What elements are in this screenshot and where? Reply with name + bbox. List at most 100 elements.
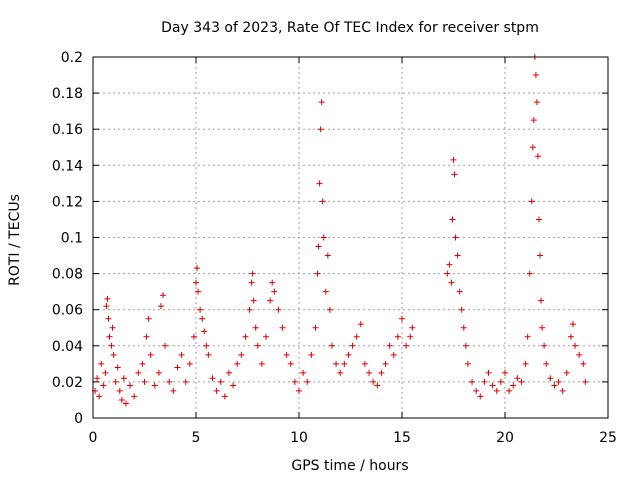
data-point <box>317 126 324 133</box>
x-tick-label: 15 <box>393 430 411 446</box>
data-point <box>502 369 508 376</box>
y-tick-labels: 0 0.02 0.04 0.06 0.08 0.1 0.12 0.14 0.16 0.18 0.2 <box>52 50 83 427</box>
data-point <box>462 342 469 349</box>
data-point <box>374 382 381 389</box>
data-point <box>534 153 541 160</box>
data-point <box>217 378 224 385</box>
x-tick-label: 25 <box>599 430 617 446</box>
data-point <box>139 360 146 367</box>
data-point <box>225 369 232 376</box>
data-point <box>444 270 451 277</box>
data-point <box>170 387 177 394</box>
data-point <box>312 324 319 331</box>
data-point <box>551 382 558 389</box>
plot-frame <box>92 56 609 419</box>
data-point <box>537 252 544 259</box>
x-tick-label: 5 <box>192 430 201 446</box>
data-point <box>320 234 327 241</box>
data-point <box>452 234 459 241</box>
data-point <box>190 333 197 340</box>
data-point <box>242 333 249 340</box>
data-point <box>524 333 531 340</box>
data-point <box>399 315 405 322</box>
data-point <box>308 351 315 358</box>
y-tick-label: 0.04 <box>52 339 83 355</box>
data-point <box>357 321 364 328</box>
data-point <box>193 279 199 286</box>
data-point <box>555 378 562 385</box>
data-point <box>108 342 115 349</box>
data-point <box>131 393 138 400</box>
y-tick-label: 0.18 <box>52 86 83 102</box>
data-point <box>135 369 142 376</box>
data-point <box>353 333 360 340</box>
x-tick-label: 0 <box>89 430 98 446</box>
y-tick-label: 0.02 <box>52 375 83 391</box>
data-point <box>539 324 546 331</box>
data-point <box>118 396 125 403</box>
data-point <box>403 342 410 349</box>
data-point <box>382 360 389 367</box>
data-point <box>582 378 589 385</box>
y-tick-label: 0.06 <box>52 303 83 319</box>
data-point <box>120 375 127 382</box>
data-point <box>316 180 323 187</box>
data-point <box>201 328 208 335</box>
data-point <box>529 144 536 151</box>
data-point <box>497 378 504 385</box>
data-point <box>345 351 352 358</box>
x-tick-label: 10 <box>290 430 308 446</box>
data-point <box>246 306 253 313</box>
data-point <box>493 387 500 394</box>
axis-ticks <box>92 56 609 419</box>
data-point <box>162 342 169 349</box>
data-point <box>166 378 173 385</box>
chart-grid <box>93 57 608 418</box>
data-point <box>532 72 539 79</box>
data-point <box>279 324 286 331</box>
data-point <box>197 306 204 313</box>
x-axis-label: GPS time / hours <box>291 458 408 474</box>
data-point <box>116 387 123 394</box>
data-point <box>258 360 265 367</box>
data-point <box>296 387 302 394</box>
data-point <box>238 351 245 358</box>
data-point <box>409 324 416 331</box>
data-point <box>221 393 228 400</box>
data-point <box>510 382 517 389</box>
data-point <box>572 342 579 349</box>
data-point <box>106 333 113 340</box>
data-point <box>319 198 326 205</box>
data-point <box>464 360 471 367</box>
data-point <box>328 342 335 349</box>
data-point <box>543 360 550 367</box>
data-point <box>147 351 154 358</box>
data-point <box>366 369 373 376</box>
data-point <box>526 270 533 277</box>
data-point <box>110 351 117 358</box>
data-point <box>209 375 216 382</box>
data-point <box>458 306 465 313</box>
data-point <box>518 378 525 385</box>
data-point <box>538 297 545 304</box>
data-point <box>514 375 521 382</box>
y-tick-label: 0.16 <box>52 122 83 138</box>
data-point <box>249 270 256 277</box>
data-point <box>318 99 325 106</box>
data-point <box>151 382 158 389</box>
data-point <box>127 382 134 389</box>
data-point <box>506 387 513 394</box>
data-point <box>267 297 274 304</box>
y-tick-label: 0.12 <box>52 194 83 210</box>
data-point <box>271 288 278 295</box>
data-point <box>182 378 189 385</box>
data-point <box>283 351 290 358</box>
data-point <box>481 378 488 385</box>
data-point <box>234 360 241 367</box>
data-point <box>454 252 461 259</box>
data-point <box>530 117 537 124</box>
data-point <box>155 369 162 376</box>
data-point <box>386 342 393 349</box>
data-point <box>143 333 150 340</box>
